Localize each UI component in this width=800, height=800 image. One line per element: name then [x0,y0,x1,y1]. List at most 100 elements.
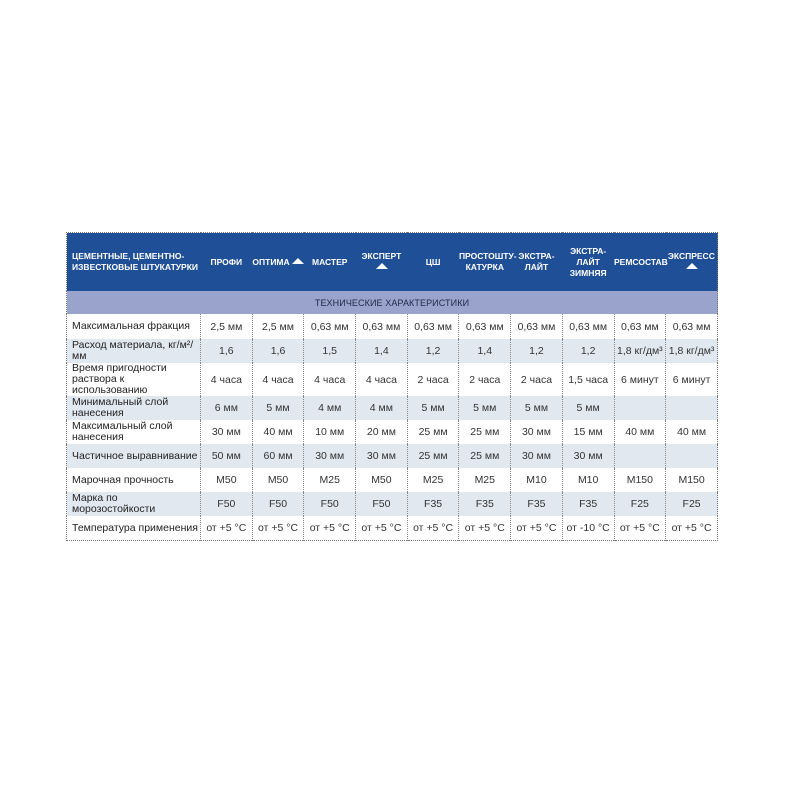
table-cell: 2 часа [510,363,563,396]
header-row: ЦЕМЕНТНЫЕ, ЦЕМЕНТНО-ИЗВЕСТКОВЫЕ ШТУКАТУР… [66,232,718,291]
table-cell: 4 часа [303,363,356,396]
table-cell: 30 мм [355,444,408,468]
header-column-label: ЦШ [425,256,441,267]
mountain-logo-icon [376,263,389,269]
table-row: Минимальный слой нанесения 6 мм 5 мм 4 мм 4 … [66,396,718,420]
table-cell: от +5 °C [406,516,459,541]
table-cell: 30 мм [510,420,563,444]
table-cell: M25 [303,468,356,492]
header-column: РЕМСОСТАВ [614,232,668,291]
table-cell: 0,63 мм [355,314,408,339]
table-cell: от -10 °C [561,516,614,541]
table-cell: F25 [613,492,666,516]
table-cell: 4 мм [303,396,356,420]
table-cell: 1,2 [406,339,459,363]
mountain-logo-icon [686,263,699,269]
table-cell: 0,63 мм [303,314,356,339]
header-column-label: ПРОСТОШТУ- КАТУРКА [458,251,517,272]
header-category: ЦЕМЕНТНЫЕ, ЦЕМЕНТНО-ИЗВЕСТКОВЫЕ ШТУКАТУР… [66,232,201,291]
table-cell: 6 минут [613,363,666,396]
table-cell: 25 мм [458,444,511,468]
table-cell: 60 мм [251,444,304,468]
table-cell: 25 мм [406,420,459,444]
table-cell: F50 [355,492,408,516]
table-cell: от +5 °C [355,516,408,541]
table-cell: 1,8 кг/дм³ [665,339,718,363]
table-cell: 30 мм [561,444,614,468]
table-cell: 5 мм [406,396,459,420]
table-cell: F35 [510,492,563,516]
table-cell: 1,4 [458,339,511,363]
header-column: ЭКСТРА- ЛАЙТ [510,232,563,291]
section-row: ТЕХНИЧЕСКИЕ ХАРАКТЕРИСТИКИ [66,291,718,314]
table-cell: 0,63 мм [510,314,563,339]
table-cell: M50 [200,468,253,492]
table-cell: 0,63 мм [458,314,511,339]
table-cell: M50 [251,468,304,492]
table-cell: от +5 °C [200,516,253,541]
table-cell: F35 [406,492,459,516]
table-row: Расход материала, кг/м²/мм 1,6 1,6 1,5 1,4 1,… [66,339,718,363]
header-column: ОПТИМА [252,232,304,291]
table-cell: 0,63 мм [613,314,666,339]
table-cell [613,444,666,468]
table-cell: 1,5 [303,339,356,363]
table-cell: 1,2 [510,339,563,363]
table-cell: 50 мм [200,444,253,468]
table-cell: от +5 °C [251,516,304,541]
table-cell: F35 [458,492,511,516]
row-label: Марочная прочность [72,473,174,486]
table-cell: от +5 °C [458,516,511,541]
table-row: Частичное выравнивание 50 мм 60 мм 30 мм 30 … [66,444,718,468]
header-column-label: ЭКСПРЕСС [667,251,715,261]
table-cell: 2 часа [406,363,459,396]
header-column-label: ЭКСТРА- ЛАЙТ ЗИМНЯЯ [569,245,607,278]
table-cell: 1,5 часа [561,363,614,396]
table-cell: 25 мм [458,420,511,444]
table-cell: F50 [251,492,304,516]
table-cell: 20 мм [355,420,408,444]
header-column: ЭКСПЕРТ [355,232,408,291]
table-cell: M10 [510,468,563,492]
table-cell: M25 [458,468,511,492]
row-label: Минимальный слой нанесения [66,396,201,420]
table-cell: M50 [355,468,408,492]
table-cell: 6 мм [200,396,253,420]
table-cell: 15 мм [561,420,614,444]
table-cell: 4 часа [251,363,304,396]
table-cell: 30 мм [200,420,253,444]
row-label: Расход материала, кг/м²/мм [66,339,201,363]
table-cell: 4 мм [355,396,408,420]
header-column-label: МАСТЕР [311,256,348,267]
table-cell: 1,4 [355,339,408,363]
table-row: Время пригодности раствора к использован… [67,363,718,396]
table-cell: 5 мм [458,396,511,420]
table-cell [665,444,718,468]
row-label: Марка по морозостойкости [66,492,201,516]
table-cell: от +5 °C [303,516,356,541]
row-label: Максимальный слой нанесения [72,420,173,443]
table-cell: от +5 °C [510,516,563,541]
row-label: Температура применения [72,521,198,534]
table-cell: M150 [613,468,666,492]
specs-table: ЦЕМЕНТНЫЕ, ЦЕМЕНТНО-ИЗВЕСТКОВЫЕ ШТУКАТУР… [66,232,718,541]
table-cell: 5 мм [561,396,614,420]
table-row: Марочная прочность M50 M50 M25 M50 M25 M25 M10 M… [67,468,718,492]
row-label: Частичное выравнивание [66,444,201,468]
header-column-label: РЕМСОСТАВ [614,256,668,267]
table-cell: 40 мм [613,420,666,444]
table-cell: F25 [665,492,718,516]
header-column: МАСТЕР [303,232,356,291]
table-cell: 30 мм [510,444,563,468]
header-column-label: ОПТИМА [252,256,290,267]
table-cell: 2 часа [458,363,511,396]
table-cell: 1,2 [561,339,614,363]
header-column: ЭКСПРЕСС [665,232,718,291]
header-column: ЭКСТРА- ЛАЙТ ЗИМНЯЯ [562,232,614,291]
header-column: ЦШ [407,232,459,291]
header-column-label: ПРОФИ [210,256,243,267]
table-cell: от +5 °C [613,516,666,541]
table-row: Марка по морозостойкости F50 F50 F50 F50 F35 F… [66,492,718,516]
header-column-label: ЭКСПЕРТ [361,251,402,261]
table-cell: 1,6 [200,339,253,363]
